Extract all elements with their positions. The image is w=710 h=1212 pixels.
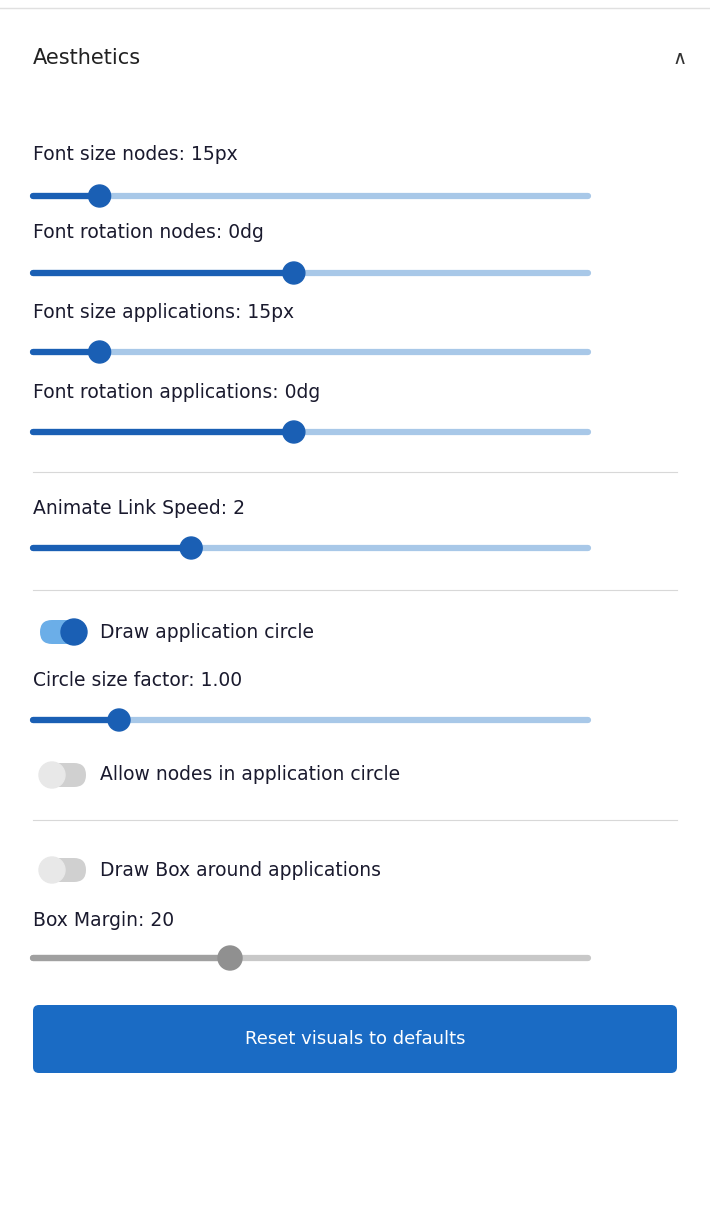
Text: Circle size factor: 1.00: Circle size factor: 1.00 — [33, 670, 242, 690]
Text: Box Margin: 20: Box Margin: 20 — [33, 910, 174, 930]
Text: Allow nodes in application circle: Allow nodes in application circle — [100, 766, 400, 784]
Text: Animate Link Speed: 2: Animate Link Speed: 2 — [33, 498, 245, 518]
Text: Draw Box around applications: Draw Box around applications — [100, 861, 381, 880]
Text: ∧: ∧ — [673, 48, 687, 68]
Text: Font size applications: 15px: Font size applications: 15px — [33, 303, 294, 321]
Text: Font rotation nodes: 0dg: Font rotation nodes: 0dg — [33, 223, 264, 241]
Text: Font size nodes: 15px: Font size nodes: 15px — [33, 145, 238, 165]
FancyBboxPatch shape — [33, 1005, 677, 1073]
FancyBboxPatch shape — [40, 764, 86, 787]
Text: Font rotation applications: 0dg: Font rotation applications: 0dg — [33, 383, 320, 401]
Circle shape — [39, 857, 65, 884]
Circle shape — [108, 709, 130, 731]
Circle shape — [283, 421, 305, 444]
Text: Reset visuals to defaults: Reset visuals to defaults — [245, 1030, 465, 1048]
Circle shape — [61, 619, 87, 645]
Circle shape — [89, 341, 111, 364]
Circle shape — [39, 762, 65, 788]
Circle shape — [89, 185, 111, 207]
Circle shape — [283, 262, 305, 284]
Text: Draw application circle: Draw application circle — [100, 623, 314, 641]
Text: Aesthetics: Aesthetics — [33, 48, 141, 68]
Circle shape — [180, 537, 202, 559]
Circle shape — [218, 947, 242, 970]
FancyBboxPatch shape — [40, 621, 86, 644]
FancyBboxPatch shape — [40, 858, 86, 882]
